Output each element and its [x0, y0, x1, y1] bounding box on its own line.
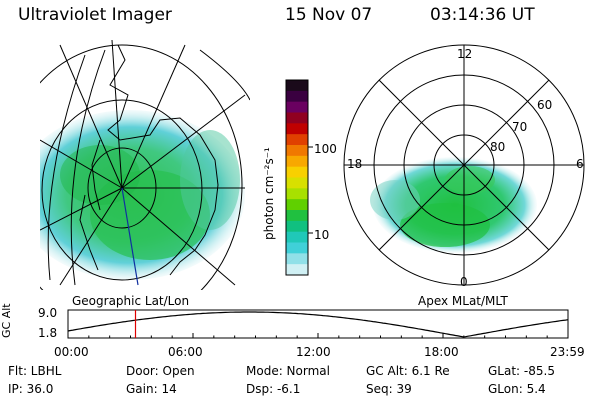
seq-info: Seq: 39	[366, 382, 412, 396]
mlt-label-6: 6	[576, 157, 584, 171]
colorbar-swatch	[286, 220, 308, 233]
colorbar-swatch	[286, 177, 308, 189]
mode-info: Mode: Normal	[246, 364, 330, 378]
filter-info: Flt: LBHL	[8, 364, 62, 378]
coastline	[79, 44, 219, 276]
glat-info: GLat: -85.5	[488, 364, 555, 378]
glon-info: GLon: 5.4	[488, 382, 546, 396]
time-label: 03:14:36 UT	[430, 5, 535, 25]
lat-label-60: 60	[537, 98, 553, 112]
time-label-1200: 12:00	[296, 345, 331, 359]
mlt-label-18: 18	[347, 157, 363, 171]
altitude-ylabel: GC Alt	[0, 303, 13, 338]
mlt-label-0: 0	[460, 275, 468, 289]
lat-lon-grid	[40, 40, 250, 290]
altitude-plot	[67, 309, 569, 339]
colorbar-swatch	[286, 188, 308, 200]
terminator-line	[121, 187, 139, 286]
colorbar-swatch	[286, 101, 308, 113]
time-label-2359: 23:59	[550, 345, 585, 359]
instrument-title: Ultraviolet Imager	[18, 5, 172, 25]
colorbar-tick-100: 100	[314, 142, 337, 156]
colorbar-swatch	[286, 242, 308, 254]
colorbar-swatch	[286, 112, 308, 124]
colorbar-swatch	[286, 253, 308, 265]
colorbar-frame	[285, 79, 309, 276]
left-panel-caption: Geographic Lat/Lon	[72, 294, 190, 308]
colorbar-swatch	[286, 145, 308, 157]
altitude-curve	[67, 311, 569, 338]
geographic-image	[40, 40, 250, 290]
colorbar-swatch	[286, 199, 308, 211]
dsp-info: Dsp: -6.1	[246, 382, 301, 396]
colorbar-swatch	[286, 231, 308, 243]
lat-label-80: 80	[490, 140, 506, 154]
colorbar-swatch	[286, 166, 308, 178]
ip-info: IP: 36.0	[8, 382, 54, 396]
mlat-grid	[343, 44, 585, 286]
altitude-ymax: 9.0	[38, 306, 58, 320]
colorbar-swatch	[286, 90, 308, 103]
colorbar-swatch	[286, 123, 308, 135]
colorbar-swatch	[286, 155, 308, 168]
time-label-0000: 00:00	[54, 345, 89, 359]
colorbar-swatch	[286, 264, 308, 276]
color-scale-bar	[285, 79, 313, 276]
colorbar-unit-label: photon cm⁻²s⁻¹	[262, 147, 276, 240]
gc-alt-info: GC Alt: 6.1 Re	[366, 364, 450, 378]
altitude-ymin: 1.8	[38, 326, 58, 340]
door-info: Door: Open	[126, 364, 195, 378]
colorbar-tick-10: 10	[314, 228, 330, 242]
lat-label-70: 70	[512, 120, 528, 134]
right-panel-caption: Apex MLat/MLT	[418, 294, 508, 308]
mlt-label-12: 12	[457, 47, 473, 61]
time-label-0600: 06:00	[168, 345, 203, 359]
polar-image	[343, 44, 585, 286]
colorbar-swatch	[286, 210, 308, 222]
time-label-1800: 18:00	[424, 345, 459, 359]
colorbar-swatch	[286, 134, 308, 146]
date-label: 15 Nov 07	[285, 5, 373, 25]
gain-info: Gain: 14	[126, 382, 177, 396]
colorbar-swatch	[286, 80, 308, 92]
